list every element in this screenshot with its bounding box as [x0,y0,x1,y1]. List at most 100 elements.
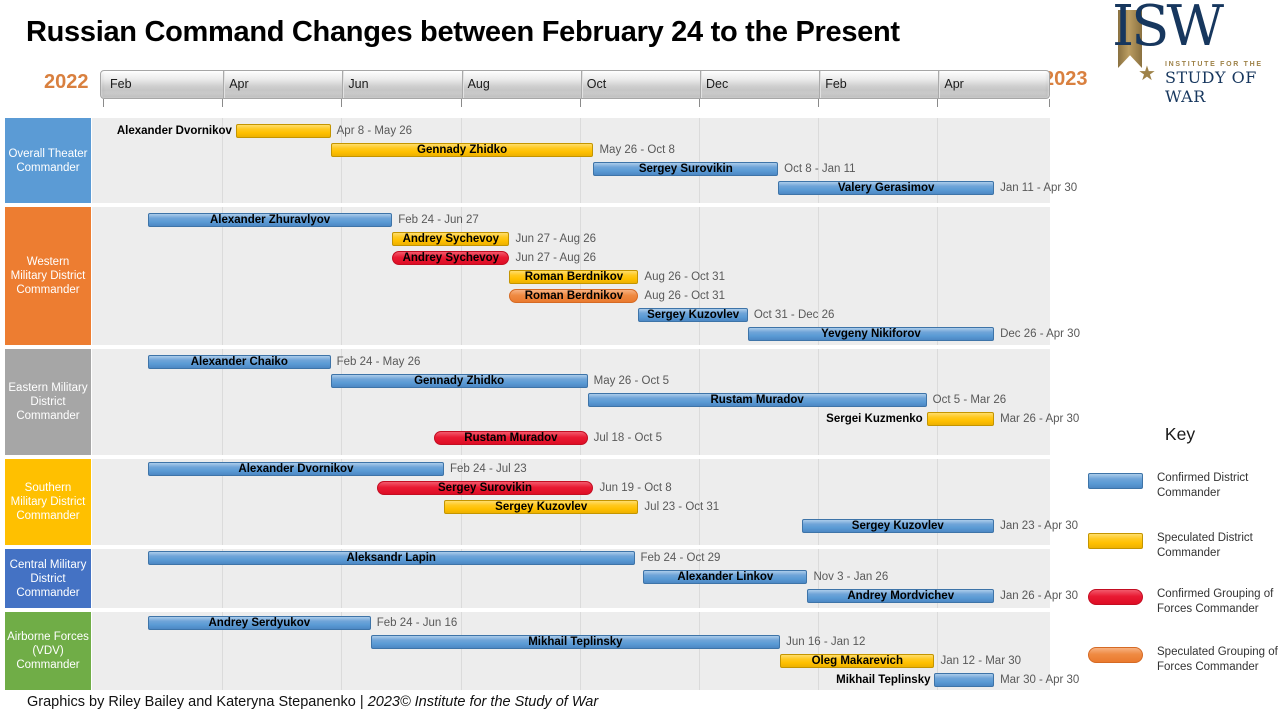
axis-tick [222,99,224,107]
bar-date-label: Jan 11 - Apr 30 [1000,182,1078,194]
gridline [341,118,343,203]
bar-date-label: Oct 5 - Mar 26 [932,394,1007,406]
bar-name-label: Rustam Muradov [464,432,558,444]
month-label: Aug [467,77,490,91]
gantt-bar: Rustam Muradov [587,393,927,407]
gridline [222,612,224,690]
isw-logo: ISW ★ INSTITUTE FOR THE STUDY OF WAR [1102,0,1280,106]
copyright-text: 2023© Institute for the Study of War [367,694,599,710]
bar-name-label: Roman Berdnikov [524,290,624,302]
bar-date-label: Jun 19 - Oct 8 [599,482,672,494]
gantt-bar: Andrey Serdyukov [147,616,371,630]
gridline [341,612,343,690]
gridline [818,549,820,608]
gridline [699,207,700,345]
gridline [460,207,462,345]
gridline [460,118,462,203]
bar-date-label: May 26 - Oct 8 [599,144,675,156]
gridline [818,118,820,203]
legend-label: Confirmed District Commander [1157,472,1249,499]
bar-date-label: Aug 26 - Oct 31 [644,290,725,302]
gantt-bar: Sergey Kuzovlev [638,308,748,322]
axis-separator [223,71,226,98]
bar-name-label: Sergey Kuzovlev [495,501,588,513]
bar-name-label: Sergey Kuzovlev [647,309,740,321]
axis-separator [580,71,583,98]
gridline [937,459,939,545]
gridline [699,459,700,545]
legend-swatch [1088,473,1143,489]
bar-name-label: Andrey Mordvichev [847,590,955,602]
section-label: Overall Theater Commander [5,118,91,203]
gantt-bar: Andrey Mordvichev [807,589,995,603]
gridline [222,118,224,203]
gridline [579,118,581,203]
gridline [341,459,343,545]
gantt-bar: Andrey Sychevoy [392,251,510,265]
year-label-2022: 2022 [44,71,89,93]
gridline [818,207,820,345]
gridline [222,459,224,545]
gridline [937,349,939,455]
axis-separator [938,71,941,98]
gridline [937,549,939,608]
gridline [341,207,343,345]
gantt-bar: Rustam Muradov [434,431,588,445]
gantt-bar: Sergey Surovikin [593,162,779,176]
bar-date-label: Mar 26 - Apr 30 [1000,413,1080,425]
bar-date-label: Aug 26 - Oct 31 [644,271,725,283]
section-label: Southern Military District Commander [5,459,91,545]
gridline [460,349,462,455]
gridline [341,349,343,455]
year-label-2023: 2023 [1043,68,1088,90]
gridline [937,612,939,690]
section-band: Aleksandr Lapin Feb 24 - Oct 29 Alexander … [92,549,1078,608]
bar-name-label: Andrey Sychevoy [402,252,500,264]
bar-date-label: Jun 27 - Aug 26 [515,252,596,264]
section-label: Eastern Military District Commander [5,349,91,455]
section-band: Alexander Dvornikov Apr 8 - May 26 Gennady… [92,118,1077,203]
axis-tick [1049,99,1050,107]
bar-date-label: Feb 24 - May 26 [336,356,421,368]
bar-date-label: Jul 18 - Oct 5 [593,432,662,444]
isw-wordmark: INSTITUTE FOR THE STUDY OF WAR [1165,61,1280,106]
legend-swatch [1088,589,1143,605]
bar-name-label: Gennady Zhidko [414,375,505,387]
gridline [699,612,700,690]
bar-date-label: Nov 3 - Jan 26 [813,571,889,583]
month-label: Jun [348,77,369,91]
gantt-bar: Sergey Kuzovlev [801,519,995,533]
axis-separator [342,71,345,98]
bar-name-label: Mikhail Teplinsky [836,674,931,686]
bar-name-label: Alexander Dvornikov [238,463,354,475]
bar-name-label: Valery Gerasimov [837,182,935,194]
axis-tick [699,99,700,107]
axis-separator [461,71,464,98]
bar-name-label: Gennady Zhidko [417,144,508,156]
axis-tick [937,99,939,107]
section-label: Central Military District Commander [5,549,91,608]
isw-acronym: ISW [1112,0,1224,59]
gantt-bar: Alexander Zhuravlyov [147,213,393,227]
bar-date-label: Feb 24 - Jun 27 [398,214,479,226]
isw-wordmark-line1: INSTITUTE FOR THE [1165,61,1263,68]
bar-date-label: May 26 - Oct 5 [593,375,670,387]
gridline [699,118,700,203]
bar-date-label: Jan 26 - Apr 30 [1000,590,1079,602]
axis-separator [819,71,822,98]
axis-tick [341,99,343,107]
bar-name-label: Oleg Makarevich [811,655,903,667]
isw-star-icon: ★ [1138,63,1156,85]
bar-name-label: Alexander Dvornikov [116,125,232,137]
gantt-bar: Sergey Kuzovlev [443,500,639,514]
legend-title: Key [1164,424,1196,444]
isw-wordmark-line2: STUDY OF WAR [1165,68,1257,106]
axis-tick [103,99,104,107]
bar-name-label: Sergey Kuzovlev [851,520,944,532]
legend-label: Confirmed Grouping of Forces Commander [1157,588,1274,615]
month-label: Oct [586,77,607,91]
bar-name-label: Alexander Linkov [677,571,774,583]
legend: Key Confirmed District Commander Speculat… [1085,424,1280,673]
gridline [460,612,462,690]
gantt-bar: Aleksandr Lapin [147,551,635,565]
